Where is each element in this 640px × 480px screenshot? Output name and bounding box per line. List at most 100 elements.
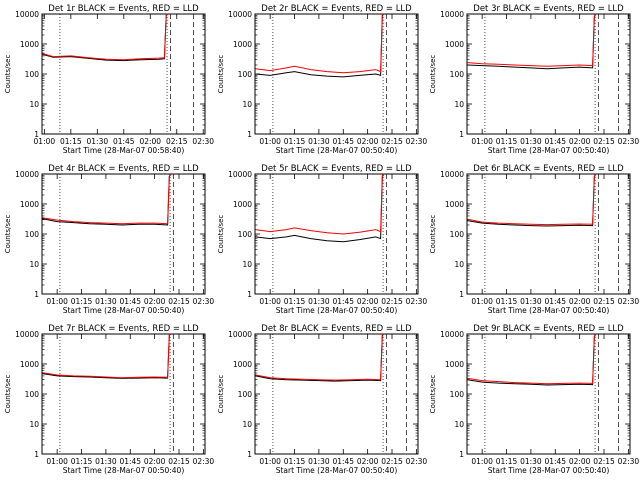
y-tick-label: 10: [454, 420, 464, 429]
x-tick-label: 01:30: [308, 457, 330, 466]
y-tick-label: 1000: [20, 40, 39, 49]
panel-9: Det 9r BLACK = Events, RED = LLD 1 10 100 10…: [429, 324, 639, 475]
y-axis-label: Counts/sec: [217, 375, 225, 414]
y-tick-label: 10000: [15, 330, 39, 339]
x-tick-label: 01:45: [544, 457, 566, 466]
x-tick-label: 01:15: [496, 137, 518, 146]
panel-1: Det 1r BLACK = Events, RED = LLD 1 10 100 10…: [4, 4, 214, 155]
y-tick-label: 1: [34, 290, 39, 299]
x-tick-label: 02:30: [193, 457, 215, 466]
y-tick-label: 1000: [445, 200, 464, 209]
y-tick-label: 10000: [15, 10, 39, 19]
y-tick-label: 1: [247, 450, 252, 459]
lld-series-line: [42, 173, 172, 225]
x-tick-label: 01:15: [496, 457, 518, 466]
panel-title: Det 5r BLACK = Events, RED = LLD: [261, 164, 412, 174]
plot-frame: [41, 333, 206, 455]
y-axis-label: Counts/sec: [4, 375, 12, 414]
x-tick-label: 01:45: [332, 137, 354, 146]
y-axis-label: Counts/sec: [217, 215, 225, 254]
y-tick-label: 10: [454, 260, 464, 269]
x-tick-label: 02:00: [569, 297, 591, 306]
plot-frame: [41, 13, 206, 135]
x-tick-label: 01:30: [520, 297, 542, 306]
lld-series-line: [42, 13, 169, 61]
panel-5: Det 5r BLACK = Events, RED = LLD 1 10 100 10…: [217, 164, 427, 315]
panel-title: Det 4r BLACK = Events, RED = LLD: [48, 164, 199, 174]
x-tick-label: 01:45: [332, 297, 354, 306]
y-tick-label: 1: [459, 130, 464, 139]
x-tick-label: 02:00: [569, 457, 591, 466]
panel-7: Det 7r BLACK = Events, RED = LLD 1 10 100 10…: [4, 324, 214, 475]
lld-series-line: [255, 13, 385, 74]
x-tick-label: 02:15: [381, 137, 403, 146]
x-tick-label: 01:15: [284, 297, 306, 306]
plot-frame: [466, 333, 631, 455]
x-axis-label: Start Time (28-Mar-07 00:50:40): [63, 466, 185, 475]
x-tick-label: 02:30: [618, 297, 640, 306]
y-axis-label: Counts/sec: [429, 375, 437, 414]
panel-6: Det 6r BLACK = Events, RED = LLD 1 10 100 10…: [429, 164, 639, 315]
panel-title: Det 1r BLACK = Events, RED = LLD: [48, 4, 199, 14]
panel-title: Det 6r BLACK = Events, RED = LLD: [473, 164, 624, 174]
x-tick-label: 02:30: [192, 137, 214, 146]
x-tick-label: 01:45: [544, 297, 566, 306]
y-tick-label: 1000: [20, 200, 39, 209]
y-axis-label: Counts/sec: [217, 55, 225, 94]
y-tick-label: 10000: [228, 330, 252, 339]
x-axis-label: Start Time (28-Mar-07 00:50:40): [488, 146, 610, 155]
x-tick-label: 01:00: [34, 137, 56, 146]
x-tick-label: 02:15: [593, 457, 615, 466]
x-axis-label: Start Time (28-Mar-07 00:50:40): [488, 466, 610, 475]
x-tick-label: 02:00: [357, 137, 379, 146]
y-tick-label: 10000: [228, 10, 252, 19]
y-tick-label: 10000: [440, 170, 464, 179]
y-tick-label: 1: [459, 290, 464, 299]
x-tick-label: 02:00: [357, 457, 379, 466]
y-tick-label: 10: [242, 100, 252, 109]
y-tick-label: 100: [238, 390, 253, 399]
plot-frame: [254, 333, 419, 455]
x-tick-label: 02:15: [381, 457, 403, 466]
y-tick-label: 1: [247, 130, 252, 139]
lld-series-line: [255, 333, 385, 381]
y-axis-label: Counts/sec: [429, 55, 437, 94]
x-tick-label: 01:00: [259, 457, 281, 466]
x-tick-label: 01:45: [119, 297, 141, 306]
y-tick-label: 100: [450, 70, 465, 79]
x-axis-label: Start Time (28-Mar-07 00:50:40): [276, 146, 398, 155]
lld-series-line: [467, 333, 597, 385]
x-tick-label: 02:00: [357, 297, 379, 306]
x-tick-label: 01:30: [520, 137, 542, 146]
panel-title: Det 2r BLACK = Events, RED = LLD: [261, 4, 412, 14]
x-axis-label: Start Time (28-Mar-07 00:50:40): [488, 306, 610, 315]
y-tick-label: 10000: [15, 170, 39, 179]
x-tick-label: 01:30: [95, 457, 117, 466]
y-tick-label: 1000: [233, 200, 252, 209]
x-tick-label: 01:00: [46, 457, 68, 466]
x-tick-label: 02:30: [618, 457, 640, 466]
x-tick-label: 01:00: [471, 297, 493, 306]
x-tick-label: 01:00: [471, 137, 493, 146]
lld-series-line: [467, 173, 597, 226]
x-tick-label: 01:15: [284, 457, 306, 466]
x-tick-label: 01:45: [544, 137, 566, 146]
y-axis-label: Counts/sec: [429, 215, 437, 254]
x-tick-label: 02:15: [593, 297, 615, 306]
lld-series-line: [467, 13, 597, 67]
y-tick-label: 1: [247, 290, 252, 299]
y-tick-label: 100: [25, 230, 40, 239]
x-tick-label: 01:00: [259, 137, 281, 146]
y-tick-label: 100: [25, 70, 40, 79]
x-axis-label: Start Time (28-Mar-07 00:50:40): [63, 306, 185, 315]
x-tick-label: 01:30: [520, 457, 542, 466]
x-tick-label: 01:15: [284, 137, 306, 146]
panel-2: Det 2r BLACK = Events, RED = LLD 1 10 100 10…: [217, 4, 427, 155]
y-tick-label: 1: [459, 450, 464, 459]
y-tick-label: 10: [242, 260, 252, 269]
y-tick-label: 100: [238, 70, 253, 79]
x-tick-label: 02:15: [381, 297, 403, 306]
panel-title: Det 9r BLACK = Events, RED = LLD: [473, 324, 624, 334]
x-tick-label: 01:15: [71, 457, 93, 466]
